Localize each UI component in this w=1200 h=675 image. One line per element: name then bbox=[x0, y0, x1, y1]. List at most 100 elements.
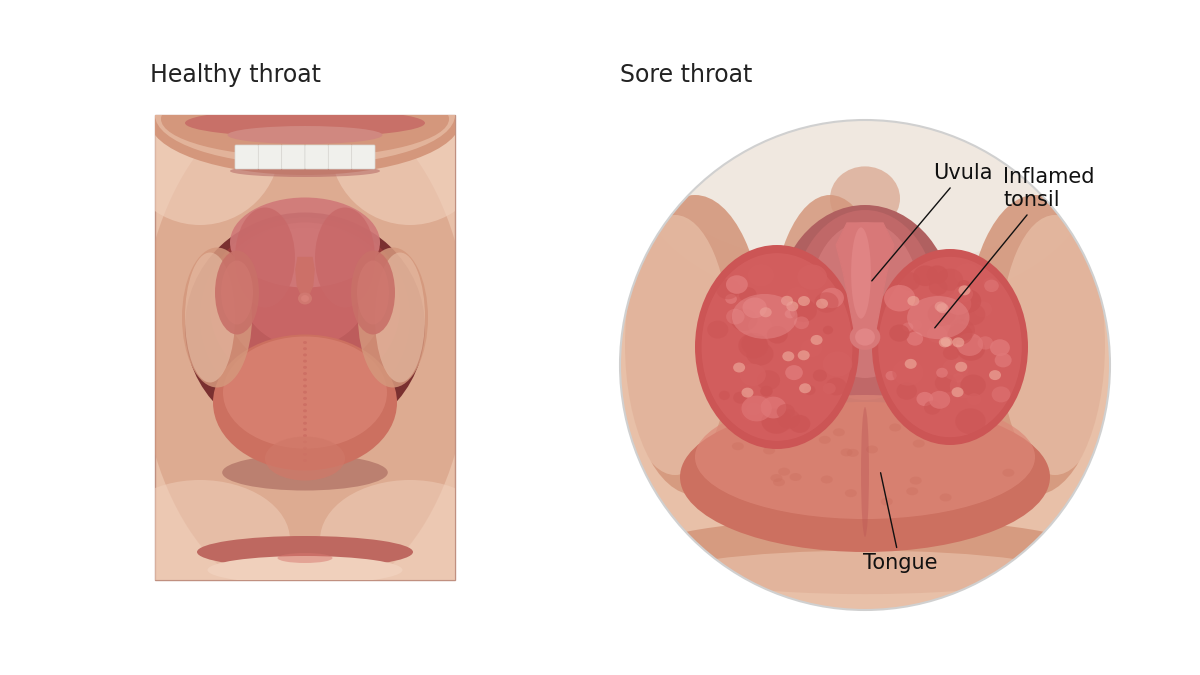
Ellipse shape bbox=[907, 296, 919, 306]
Ellipse shape bbox=[265, 437, 346, 481]
Ellipse shape bbox=[935, 302, 947, 312]
Polygon shape bbox=[836, 223, 894, 343]
Ellipse shape bbox=[821, 475, 833, 483]
Ellipse shape bbox=[965, 195, 1105, 495]
Ellipse shape bbox=[374, 252, 425, 383]
Ellipse shape bbox=[739, 287, 757, 302]
Ellipse shape bbox=[810, 222, 920, 378]
Ellipse shape bbox=[161, 81, 449, 157]
Ellipse shape bbox=[910, 477, 922, 485]
Ellipse shape bbox=[899, 272, 920, 291]
Ellipse shape bbox=[738, 333, 768, 358]
Ellipse shape bbox=[763, 446, 775, 454]
Ellipse shape bbox=[778, 468, 790, 476]
Ellipse shape bbox=[302, 354, 307, 356]
Ellipse shape bbox=[314, 207, 374, 308]
Ellipse shape bbox=[917, 392, 934, 406]
Ellipse shape bbox=[936, 368, 948, 378]
Ellipse shape bbox=[775, 205, 955, 425]
Ellipse shape bbox=[223, 337, 386, 448]
Ellipse shape bbox=[905, 359, 917, 369]
Ellipse shape bbox=[866, 446, 878, 454]
Ellipse shape bbox=[907, 331, 923, 346]
FancyBboxPatch shape bbox=[352, 145, 374, 169]
Ellipse shape bbox=[937, 269, 964, 291]
Ellipse shape bbox=[954, 286, 973, 302]
Ellipse shape bbox=[785, 365, 803, 380]
Ellipse shape bbox=[221, 261, 253, 325]
Ellipse shape bbox=[953, 289, 982, 313]
Ellipse shape bbox=[1000, 215, 1110, 475]
Ellipse shape bbox=[815, 292, 839, 313]
Ellipse shape bbox=[197, 536, 413, 568]
Ellipse shape bbox=[823, 352, 852, 377]
Ellipse shape bbox=[826, 377, 847, 396]
Ellipse shape bbox=[358, 248, 428, 387]
Ellipse shape bbox=[185, 252, 235, 383]
Ellipse shape bbox=[851, 227, 871, 319]
Ellipse shape bbox=[182, 248, 252, 387]
FancyBboxPatch shape bbox=[305, 145, 329, 169]
Ellipse shape bbox=[833, 429, 845, 436]
Ellipse shape bbox=[185, 109, 425, 137]
Ellipse shape bbox=[940, 493, 952, 502]
Ellipse shape bbox=[277, 553, 332, 563]
Ellipse shape bbox=[938, 338, 950, 348]
Ellipse shape bbox=[358, 261, 389, 325]
Ellipse shape bbox=[226, 223, 385, 373]
Ellipse shape bbox=[942, 358, 968, 381]
Ellipse shape bbox=[989, 370, 1001, 380]
Ellipse shape bbox=[695, 395, 1034, 519]
Ellipse shape bbox=[906, 487, 918, 495]
Ellipse shape bbox=[946, 293, 971, 315]
Ellipse shape bbox=[793, 210, 937, 400]
Ellipse shape bbox=[1002, 468, 1014, 477]
Ellipse shape bbox=[301, 295, 310, 302]
Ellipse shape bbox=[302, 347, 307, 350]
Polygon shape bbox=[296, 257, 314, 302]
Ellipse shape bbox=[208, 556, 402, 584]
Ellipse shape bbox=[889, 423, 901, 431]
Ellipse shape bbox=[781, 296, 793, 306]
Ellipse shape bbox=[695, 245, 859, 449]
Ellipse shape bbox=[302, 403, 307, 406]
Ellipse shape bbox=[222, 454, 388, 491]
Ellipse shape bbox=[649, 551, 1080, 611]
Ellipse shape bbox=[298, 292, 312, 304]
Ellipse shape bbox=[230, 165, 380, 177]
Ellipse shape bbox=[790, 299, 817, 322]
Ellipse shape bbox=[640, 54, 1091, 308]
Ellipse shape bbox=[936, 303, 948, 313]
Ellipse shape bbox=[302, 366, 307, 369]
Text: Healthy throat: Healthy throat bbox=[150, 63, 322, 87]
Ellipse shape bbox=[953, 338, 965, 348]
Ellipse shape bbox=[823, 520, 835, 529]
Ellipse shape bbox=[210, 223, 400, 392]
Ellipse shape bbox=[770, 195, 890, 475]
Ellipse shape bbox=[840, 448, 852, 456]
Ellipse shape bbox=[941, 337, 953, 347]
Ellipse shape bbox=[893, 359, 923, 385]
Ellipse shape bbox=[796, 428, 808, 436]
Ellipse shape bbox=[786, 287, 809, 306]
FancyBboxPatch shape bbox=[235, 145, 258, 169]
Ellipse shape bbox=[149, 65, 461, 175]
Ellipse shape bbox=[995, 353, 1012, 367]
Ellipse shape bbox=[823, 326, 833, 334]
Ellipse shape bbox=[302, 397, 307, 400]
Ellipse shape bbox=[785, 309, 796, 319]
Ellipse shape bbox=[913, 439, 925, 448]
Ellipse shape bbox=[739, 400, 764, 422]
Ellipse shape bbox=[958, 280, 971, 291]
Ellipse shape bbox=[856, 328, 875, 346]
Ellipse shape bbox=[896, 382, 917, 400]
Ellipse shape bbox=[731, 308, 757, 331]
Ellipse shape bbox=[938, 301, 966, 325]
Ellipse shape bbox=[756, 371, 780, 390]
Ellipse shape bbox=[748, 316, 772, 336]
Ellipse shape bbox=[881, 497, 893, 506]
Ellipse shape bbox=[967, 394, 982, 405]
Ellipse shape bbox=[760, 386, 773, 397]
Text: Uvula: Uvula bbox=[871, 163, 992, 281]
Ellipse shape bbox=[302, 459, 307, 462]
